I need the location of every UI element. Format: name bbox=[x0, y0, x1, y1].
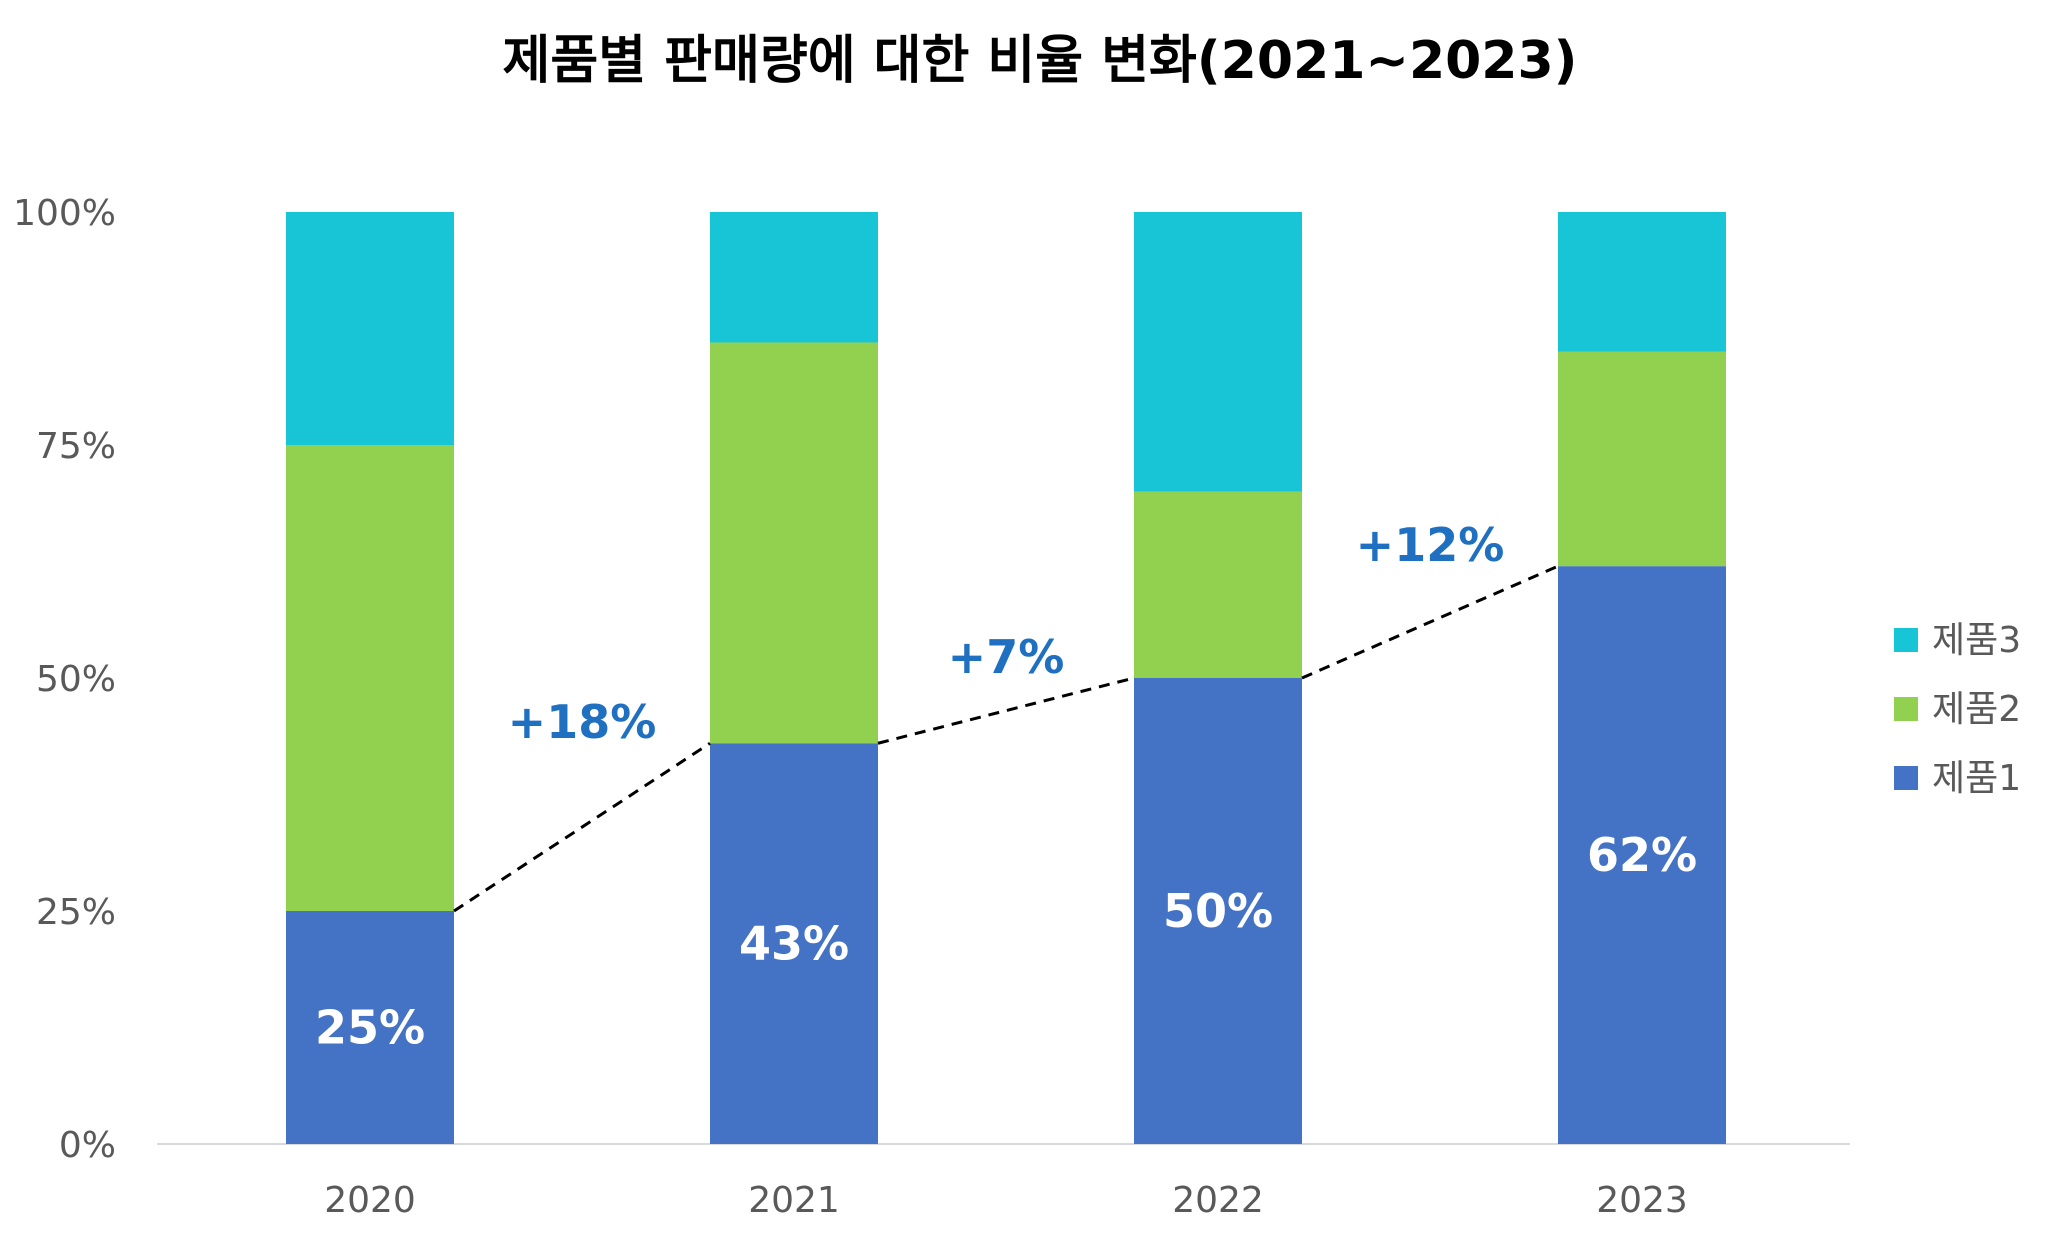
connector-line bbox=[453, 741, 711, 913]
bar-segment-2 bbox=[286, 445, 454, 911]
legend-label: 제품3 bbox=[1932, 620, 2021, 661]
legend: 제품3 제품2 제품1 bbox=[1894, 620, 2021, 799]
bar-segment-3 bbox=[286, 212, 454, 445]
bar-data-label: 62% bbox=[1587, 828, 1697, 882]
x-tick-label: 2020 bbox=[324, 1180, 416, 1221]
data-labels: 25% 43% 50% 62% bbox=[315, 828, 1697, 1054]
bar-segment-2 bbox=[710, 342, 878, 744]
bar-segment-1 bbox=[1558, 566, 1726, 1144]
bar-data-label: 25% bbox=[315, 1001, 425, 1055]
legend-label: 제품2 bbox=[1932, 689, 2021, 730]
bar-segment-1 bbox=[1134, 678, 1302, 1144]
y-tick-label: 50% bbox=[36, 659, 116, 700]
legend-label: 제품1 bbox=[1932, 758, 2021, 799]
y-tick-label: 0% bbox=[59, 1125, 116, 1166]
bar-segment-2 bbox=[1134, 491, 1302, 678]
bar-data-label: 50% bbox=[1163, 884, 1273, 938]
bar-segment-2 bbox=[1558, 351, 1726, 567]
change-annotation: +18% bbox=[508, 695, 657, 749]
x-axis: 2020 2021 2022 2023 bbox=[324, 1180, 1688, 1221]
change-annotation: +12% bbox=[1356, 518, 1505, 572]
y-axis: 0% 25% 50% 75% 100% bbox=[13, 193, 116, 1166]
bar-segment-3 bbox=[710, 212, 878, 343]
bars bbox=[286, 212, 1726, 1144]
bar-segment-3 bbox=[1134, 212, 1302, 492]
legend-swatch bbox=[1894, 628, 1918, 652]
connector-line bbox=[1301, 564, 1559, 680]
legend-swatch bbox=[1894, 697, 1918, 721]
x-tick-label: 2021 bbox=[748, 1180, 840, 1221]
x-tick-label: 2023 bbox=[1596, 1180, 1688, 1221]
legend-swatch bbox=[1894, 766, 1918, 790]
bar-data-label: 43% bbox=[739, 917, 849, 971]
y-tick-label: 25% bbox=[36, 892, 116, 933]
y-tick-label: 75% bbox=[36, 426, 116, 467]
change-annotation: +7% bbox=[948, 630, 1065, 684]
y-tick-label: 100% bbox=[13, 193, 116, 234]
bar-segment-1 bbox=[710, 743, 878, 1144]
bar-segment-1 bbox=[286, 911, 454, 1144]
connector-lines bbox=[453, 564, 1559, 913]
connector-line bbox=[877, 676, 1135, 745]
bar-segment-3 bbox=[1558, 212, 1726, 352]
change-annotations: +18% +7% +12% bbox=[508, 518, 1505, 749]
x-tick-label: 2022 bbox=[1172, 1180, 1264, 1221]
chart-title: 제품별 판매량에 대한 비율 변화(2021~2023) bbox=[503, 31, 1578, 91]
